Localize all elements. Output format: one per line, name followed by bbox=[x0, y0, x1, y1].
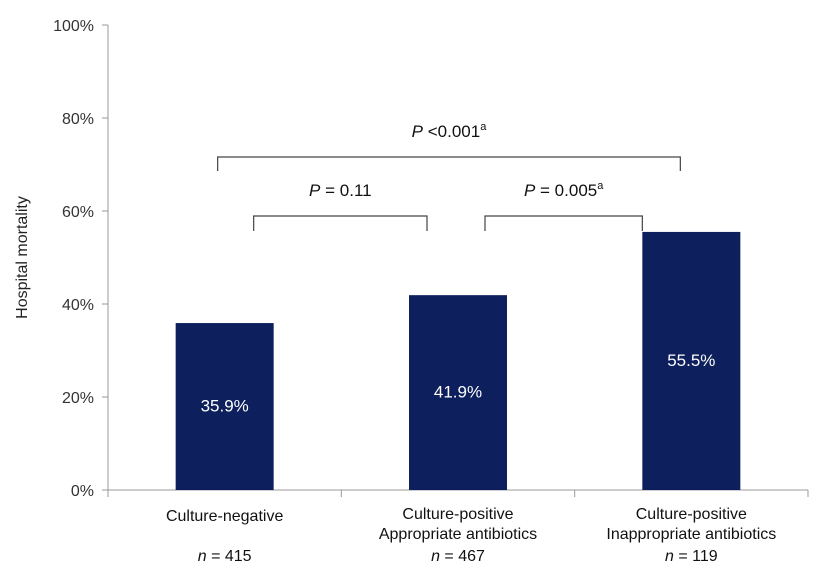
bar bbox=[642, 231, 741, 491]
category-label: Culture-negative bbox=[166, 508, 284, 525]
bracket-line bbox=[484, 215, 643, 231]
bar-value-label: 41.9% bbox=[434, 383, 482, 402]
category-label: Culture-positive Inappropriate antibiotic… bbox=[606, 506, 776, 543]
category-label-line: Appropriate antibiotics bbox=[379, 526, 537, 543]
y-tick-label: 40% bbox=[62, 297, 94, 314]
category-label-line: Culture-positive bbox=[636, 506, 747, 523]
x-axis: Culture-negative n = 415 Culture-positive A… bbox=[107, 489, 809, 565]
bar bbox=[175, 323, 274, 490]
n-label: n = 119 bbox=[665, 548, 718, 565]
significance-bracket: P = 0.005a bbox=[484, 180, 643, 231]
n-label: n = 415 bbox=[198, 548, 252, 565]
category-label: Culture-positive Appropriate antibiotics bbox=[379, 506, 537, 543]
bracket-line bbox=[253, 215, 428, 231]
y-tick-label: 60% bbox=[62, 204, 94, 221]
significance-bracket: P <0.001a bbox=[217, 121, 681, 171]
bar-value-label: 35.9% bbox=[201, 397, 249, 416]
bars: 35.9% 41.9% 55.5% bbox=[175, 231, 741, 491]
significance-bracket: P = 0.11 bbox=[253, 181, 428, 231]
category-label-line: Culture-positive bbox=[402, 506, 513, 523]
y-axis: 0% 20% 40% 60% 80% 100% bbox=[53, 18, 109, 500]
significance-brackets: P = 0.11 P = 0.005a P <0.001a bbox=[217, 121, 681, 231]
category-label-line: Inappropriate antibiotics bbox=[606, 526, 776, 543]
y-tick-label: 20% bbox=[62, 390, 94, 407]
y-tick-label: 80% bbox=[62, 111, 94, 128]
bracket-line bbox=[217, 156, 681, 171]
p-value-label: P = 0.11 bbox=[309, 181, 372, 200]
p-value-label: P = 0.005a bbox=[524, 180, 604, 200]
category-label-line: Culture-negative bbox=[166, 508, 284, 525]
p-value-label: P <0.001a bbox=[412, 121, 488, 141]
y-tick-label: 100% bbox=[53, 18, 94, 35]
n-label: n = 467 bbox=[431, 548, 485, 565]
bar-value-label: 55.5% bbox=[667, 351, 715, 370]
y-axis-title: Hospital mortality bbox=[14, 196, 31, 319]
y-tick-label: 0% bbox=[71, 483, 94, 500]
bar bbox=[409, 295, 507, 490]
